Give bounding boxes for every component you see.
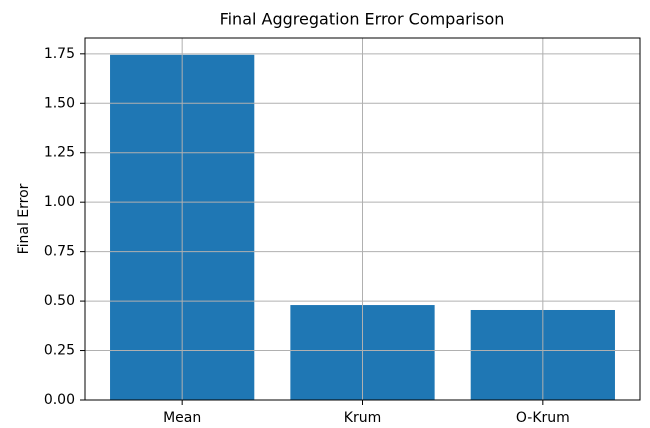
y-tick-label: 0.25 — [44, 343, 75, 359]
y-tick-label: 1.25 — [44, 145, 75, 161]
y-tick-label: 1.50 — [44, 95, 75, 111]
x-tick-label: Mean — [163, 410, 201, 426]
y-tick-label: 1.75 — [44, 46, 75, 62]
y-axis-label: Final Error — [16, 183, 32, 254]
x-tick-label: Krum — [344, 410, 381, 426]
y-tick-label: 0.50 — [44, 293, 75, 309]
x-tick-label: O-Krum — [516, 410, 570, 426]
y-tick-label: 0.00 — [44, 392, 75, 408]
chart-title: Final Aggregation Error Comparison — [220, 10, 505, 29]
y-tick-label: 1.00 — [44, 194, 75, 210]
axes-frame — [84, 37, 641, 401]
y-tick-label: 0.75 — [44, 244, 75, 260]
